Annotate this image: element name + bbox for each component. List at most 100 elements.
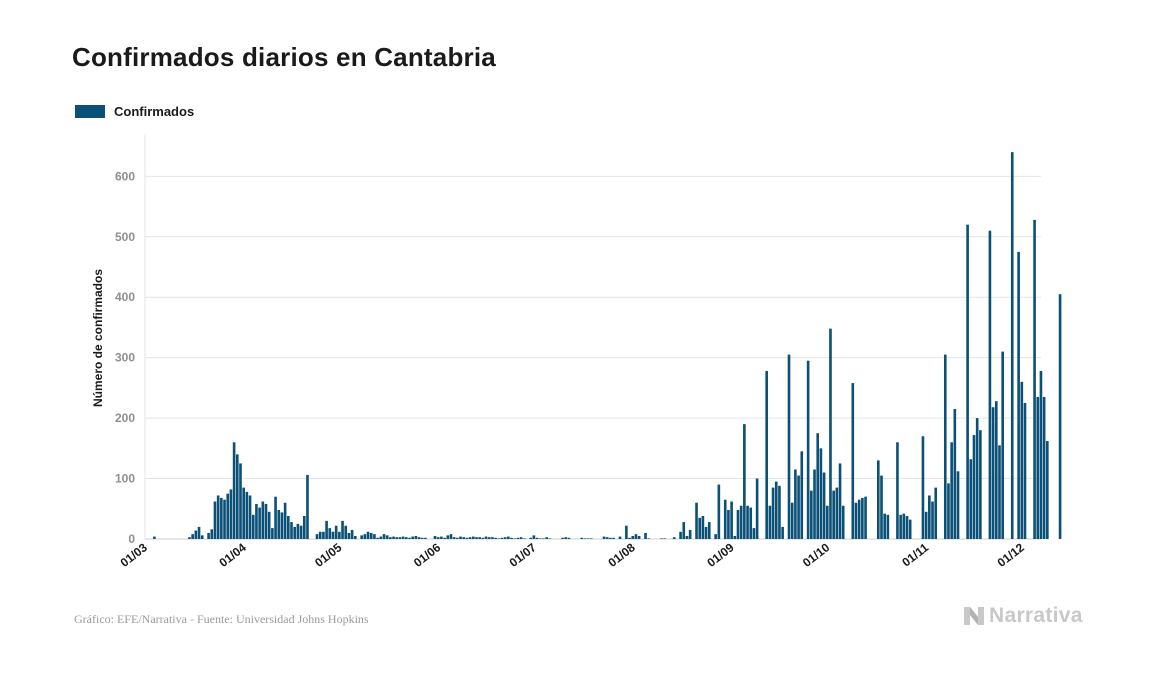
bar: [220, 497, 223, 539]
y-tick-label: 600: [115, 169, 135, 183]
bar: [401, 536, 405, 539]
bar: [787, 354, 791, 539]
bar: [679, 531, 682, 539]
y-tick-label: 200: [115, 411, 135, 425]
bar: [417, 537, 421, 539]
bar: [523, 538, 526, 539]
source-credit: Gráfico: EFE/Narrativa - Fuente: Univers…: [74, 612, 369, 626]
bar: [701, 516, 705, 539]
bar: [213, 501, 217, 539]
bar: [969, 459, 973, 539]
bar: [235, 454, 239, 539]
x-tick-label: 01/12: [995, 540, 1028, 570]
bar: [644, 532, 647, 539]
bar: [810, 490, 813, 539]
bar: [290, 522, 293, 539]
bar: [347, 532, 351, 539]
legend-swatch: [75, 105, 105, 118]
bar: [605, 537, 609, 539]
bar: [322, 531, 325, 539]
bar: [991, 407, 995, 539]
bar: [197, 526, 201, 539]
bar: [829, 328, 832, 539]
bar: [637, 535, 641, 539]
bar: [790, 502, 794, 539]
bar: [229, 489, 233, 539]
bar: [216, 495, 220, 539]
bar: [838, 463, 842, 539]
bar: [293, 526, 297, 539]
bar: [277, 509, 281, 539]
bar: [943, 354, 947, 539]
bar: [819, 448, 823, 539]
bar: [519, 537, 523, 539]
bar: [513, 538, 517, 539]
bar: [806, 360, 810, 539]
bar: [561, 537, 564, 539]
bar: [931, 501, 934, 539]
bar: [609, 537, 612, 539]
bar: [207, 532, 210, 539]
bar: [765, 370, 768, 539]
bar: [331, 531, 335, 539]
bar: [886, 514, 890, 539]
bar: [334, 525, 338, 539]
bar: [988, 230, 992, 539]
bar: [752, 528, 756, 539]
bar: [876, 460, 880, 539]
bar: [341, 520, 344, 539]
bar: [232, 442, 236, 539]
bar: [465, 537, 469, 539]
bar: [452, 537, 456, 539]
bar: [440, 536, 443, 539]
bar: [376, 537, 379, 539]
bar: [424, 537, 427, 539]
x-tick-label: 01/10: [800, 540, 833, 570]
bar: [315, 534, 319, 539]
bar: [688, 529, 692, 539]
bar: [1058, 294, 1062, 539]
bar: [366, 531, 370, 539]
bar: [389, 537, 392, 539]
bar: [956, 471, 960, 539]
bar: [271, 528, 274, 539]
bar: [896, 442, 899, 539]
bar: [239, 463, 242, 539]
bar: [338, 531, 341, 539]
bar: [899, 514, 902, 539]
bar: [503, 537, 507, 539]
bar: [1036, 396, 1040, 539]
bar: [580, 537, 584, 539]
bar: [771, 487, 775, 539]
x-tick-label: 01/11: [899, 540, 931, 569]
bar: [382, 534, 386, 539]
bar: [908, 519, 912, 539]
bar: [325, 520, 328, 539]
bar: [507, 536, 510, 539]
bar: [542, 538, 545, 539]
bar: [714, 534, 717, 539]
bar: [743, 424, 746, 539]
bar: [223, 499, 226, 539]
bar: [672, 537, 676, 539]
bar: [921, 436, 925, 539]
bar: [299, 525, 303, 539]
y-tick-label: 0: [128, 532, 135, 546]
bar: [841, 505, 845, 539]
bar: [191, 534, 194, 539]
y-tick-label: 300: [115, 351, 135, 365]
bar: [392, 536, 395, 539]
bar: [778, 485, 781, 539]
bar: [446, 535, 450, 539]
bar: [628, 537, 631, 539]
bar: [510, 537, 513, 539]
y-tick-label: 400: [115, 290, 135, 304]
bar: [484, 536, 488, 539]
bar: [408, 537, 411, 539]
bar: [730, 501, 733, 539]
bar: [698, 517, 702, 539]
bar: [373, 534, 376, 539]
bar: [405, 537, 408, 539]
bar: [695, 502, 698, 539]
bar: [1046, 441, 1049, 539]
